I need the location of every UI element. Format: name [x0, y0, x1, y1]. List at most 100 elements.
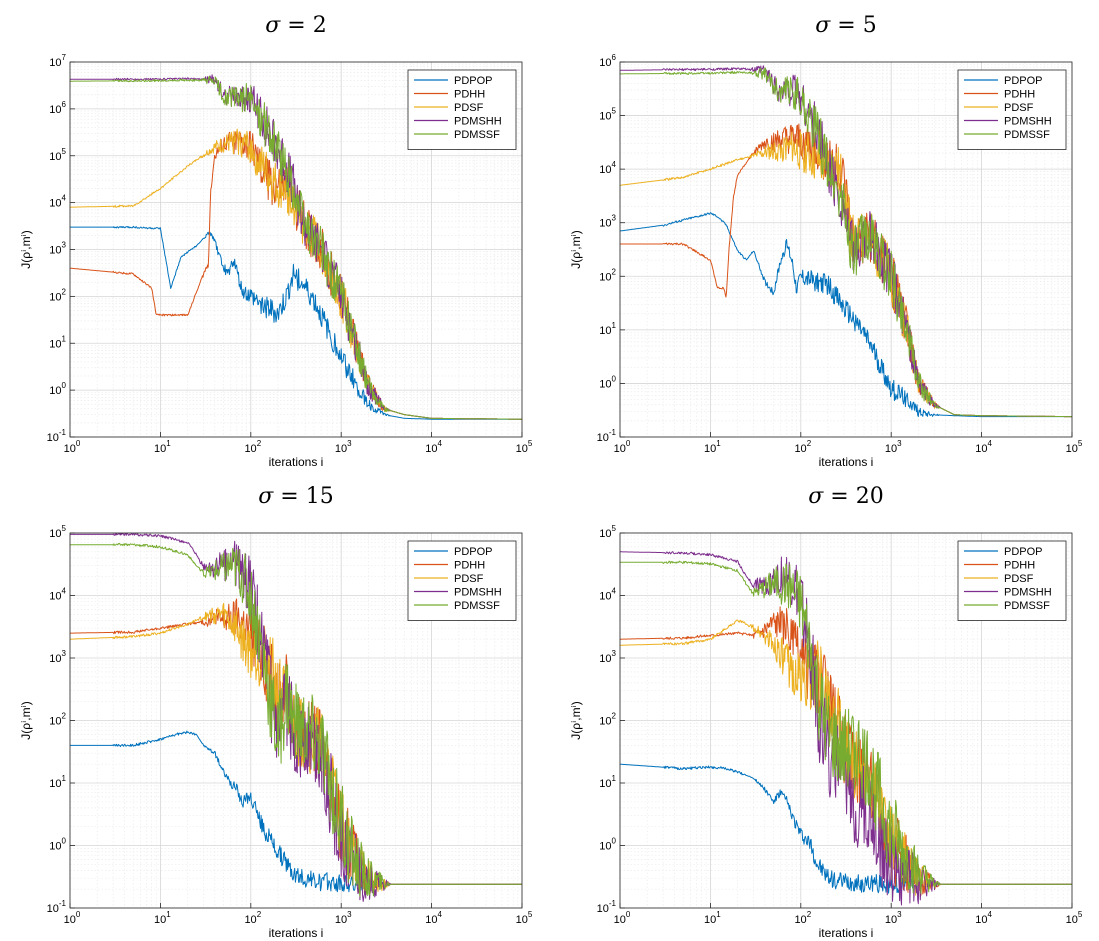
y-tick-label: 103	[49, 241, 66, 257]
x-tick-label: 105	[1066, 439, 1083, 455]
y-tick-label: 103	[599, 214, 616, 230]
legend-label-pdpop: PDPOP	[1004, 546, 1043, 558]
x-tick-label: 101	[154, 910, 171, 926]
chart-title: σ = 15	[258, 484, 333, 509]
chart-title-symbol: σ	[815, 13, 831, 38]
y-tick-label: 104	[599, 160, 616, 176]
series-group	[620, 65, 1072, 418]
x-tick-label: 103	[335, 910, 352, 926]
x-tick-label: 105	[516, 910, 533, 926]
legend-label-pdpop: PDPOP	[454, 546, 493, 558]
x-tick-label: 104	[425, 910, 442, 926]
series-line-pdmssf	[70, 543, 522, 897]
y-tick-label: 100	[599, 374, 616, 390]
series-line-pdpop	[620, 212, 1072, 418]
legend-label-pdmshh: PDMSHH	[454, 116, 502, 128]
legend-label-pdmssf: PDMSSF	[1004, 129, 1050, 141]
x-tick-label: 102	[794, 910, 811, 926]
series-line-pdmssf	[620, 560, 1072, 894]
x-axis-label: iterations i	[269, 926, 324, 940]
legend-label-pdsf: PDSF	[454, 102, 484, 114]
legend-box	[407, 69, 517, 150]
chart-title-value: = 5	[830, 13, 876, 38]
legend-label-pdsf: PDSF	[454, 573, 484, 585]
chart-panel-sigma-2: σ = 2 100 101 102 103 104 105 10-1 100 101 102 103 1…	[0, 0, 549, 470]
y-tick-label: 102	[599, 712, 616, 728]
x-tick-label: 104	[425, 439, 442, 455]
y-axis-label: J(ρⁱ,mⁱ)	[19, 230, 33, 268]
chart-title-value: = 15	[273, 484, 333, 509]
legend-label-pdmshh: PDMSHH	[454, 587, 502, 599]
x-tick-label: 101	[704, 910, 721, 926]
legend-box	[957, 540, 1067, 621]
chart-title: σ = 20	[808, 484, 883, 509]
y-tick-label: 106	[599, 53, 616, 69]
y-tick-label: 10-1	[597, 899, 617, 915]
x-tick-label: 101	[154, 439, 171, 455]
y-tick-label: 103	[599, 649, 616, 665]
x-tick-label: 103	[885, 439, 902, 455]
y-tick-label: 104	[49, 587, 66, 603]
x-tick-label: 104	[975, 910, 992, 926]
x-axis-label: iterations i	[269, 455, 324, 469]
y-tick-label: 10-1	[597, 428, 617, 444]
x-axis-label: iterations i	[819, 455, 874, 469]
legend-label-pdpop: PDPOP	[454, 75, 493, 87]
x-tick-label: 102	[244, 910, 261, 926]
legend-label-pdhh: PDHH	[1004, 89, 1035, 101]
y-tick-label: 102	[599, 267, 616, 283]
legend-label-pdsf: PDSF	[1004, 573, 1034, 585]
legend-box	[957, 69, 1067, 150]
legend-label-pdmssf: PDMSSF	[454, 129, 500, 141]
series-line-pdmssf	[70, 76, 522, 420]
y-tick-label: 102	[49, 712, 66, 728]
series-group	[620, 551, 1072, 906]
x-axis-label: iterations i	[819, 926, 874, 940]
legend-label-pdmshh: PDMSHH	[1004, 116, 1052, 128]
y-axis-label: J(ρⁱ,mⁱ)	[569, 701, 583, 739]
y-tick-label: 102	[49, 287, 66, 303]
legend-label-pdmssf: PDMSSF	[454, 600, 500, 612]
x-tick-label: 102	[244, 439, 261, 455]
y-tick-label: 105	[49, 524, 66, 540]
y-axis-label: J(ρⁱ,mⁱ)	[569, 230, 583, 268]
legend-label-pdmssf: PDMSSF	[1004, 600, 1050, 612]
legend-box	[407, 540, 517, 621]
y-tick-label: 100	[599, 837, 616, 853]
legend-label-pdhh: PDHH	[454, 560, 485, 572]
series-line-pdpop	[70, 225, 522, 420]
y-tick-label: 101	[599, 321, 616, 337]
legend-label-pdhh: PDHH	[454, 89, 485, 101]
y-tick-label: 105	[49, 147, 66, 163]
chart-title-value: = 20	[823, 484, 883, 509]
y-tick-label: 101	[49, 774, 66, 790]
y-axis-label: J(ρⁱ,mⁱ)	[19, 701, 33, 739]
plot-frame	[619, 61, 1073, 438]
y-tick-label: 104	[49, 194, 66, 210]
y-tick-label: 10-1	[47, 428, 67, 444]
x-tick-label: 102	[794, 439, 811, 455]
x-tick-label: 103	[885, 910, 902, 926]
chart-title: σ = 2	[265, 13, 326, 38]
x-tick-label: 100	[614, 439, 631, 455]
x-tick-label: 100	[64, 439, 81, 455]
y-tick-label: 101	[599, 774, 616, 790]
x-tick-label: 100	[614, 910, 631, 926]
chart-title-symbol: σ	[258, 484, 274, 509]
chart-panel-sigma-15: σ = 15 100 101 102 103 104 105 10-1 100 101 102 103…	[0, 471, 549, 941]
y-tick-label: 107	[49, 53, 66, 69]
x-tick-label: 100	[64, 910, 81, 926]
chart-title-value: = 2	[280, 13, 326, 38]
chart-panel-sigma-20: σ = 20 100 101 102 103 104 105 10-1 100 101 102 103…	[550, 471, 1099, 941]
x-tick-label: 105	[1066, 910, 1083, 926]
chart-title-symbol: σ	[265, 13, 281, 38]
y-tick-label: 104	[599, 587, 616, 603]
x-tick-label: 104	[975, 439, 992, 455]
y-tick-label: 106	[49, 100, 66, 116]
